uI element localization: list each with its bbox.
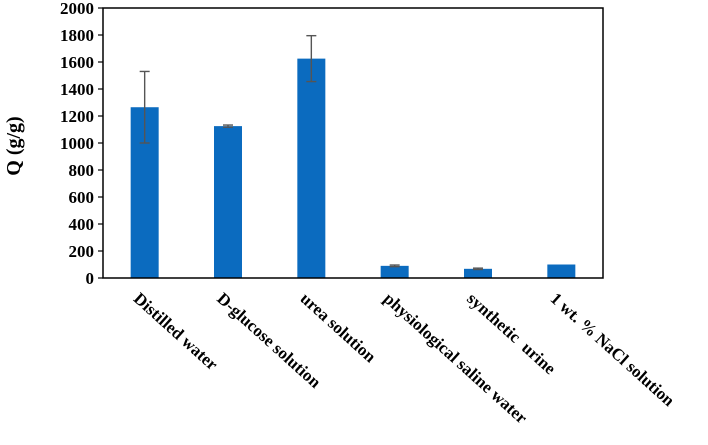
y-axis-label: Q (g/g) — [3, 116, 25, 175]
bar — [297, 58, 326, 278]
bar — [214, 126, 242, 278]
y-tick-label: 200 — [69, 242, 95, 261]
y-tick-labels: 0 200 400 600 800 1000 1200 1400 1600 1800 2000 — [60, 0, 103, 288]
x-tick-label: 1 wt. % NaCl solution — [547, 289, 679, 411]
y-tick-label: 1600 — [60, 53, 94, 72]
bars — [130, 58, 576, 278]
bar — [547, 264, 576, 278]
error-bar — [223, 124, 233, 128]
x-tick-label: urea solution — [297, 289, 380, 367]
y-tick-label: 1400 — [60, 80, 94, 99]
error-bar — [389, 264, 400, 268]
y-tick-label: 1800 — [60, 26, 94, 45]
y-tick-label: 0 — [86, 269, 95, 288]
y-tick-label: 1000 — [60, 134, 94, 153]
y-tick-label: 2000 — [60, 0, 94, 18]
y-tick-label: 1200 — [60, 107, 94, 126]
error-bar — [139, 70, 150, 144]
x-tick-label: physiological saline water — [380, 289, 531, 428]
plot-frame — [102, 7, 604, 279]
y-tick-label: 400 — [69, 215, 95, 234]
x-tick-label: Distilled water — [130, 289, 222, 375]
error-bars — [139, 34, 483, 271]
bar — [464, 268, 492, 278]
error-bar — [306, 34, 317, 83]
y-tick-label: 800 — [69, 161, 95, 180]
bar — [380, 265, 409, 278]
y-tick-label: 600 — [69, 188, 95, 207]
error-bar — [473, 267, 483, 271]
